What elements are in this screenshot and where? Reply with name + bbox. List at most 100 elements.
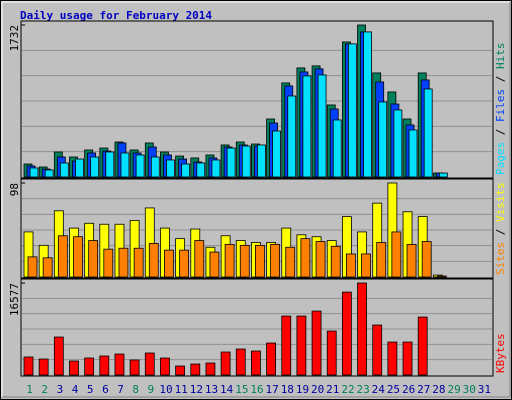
bar bbox=[99, 355, 110, 376]
bar bbox=[196, 162, 206, 178]
legend-separator: / bbox=[494, 69, 507, 89]
x-tick-label: 8 bbox=[132, 383, 139, 396]
x-tick-label: 6 bbox=[102, 383, 109, 396]
bar bbox=[148, 243, 159, 278]
bar bbox=[57, 235, 68, 278]
legend-entry: Sites bbox=[494, 242, 507, 275]
bar bbox=[332, 119, 342, 178]
bar bbox=[302, 75, 312, 178]
bar bbox=[181, 163, 191, 178]
bar bbox=[69, 360, 79, 376]
bar bbox=[44, 169, 54, 178]
x-tick-label: 24 bbox=[372, 383, 386, 396]
bar bbox=[205, 362, 216, 376]
x-tick-label: 5 bbox=[87, 383, 94, 396]
bar bbox=[311, 310, 322, 376]
bar bbox=[114, 353, 125, 376]
legend: KBytes bbox=[494, 333, 507, 373]
bar bbox=[417, 316, 428, 376]
bar bbox=[73, 236, 83, 278]
bar bbox=[345, 253, 356, 278]
bar bbox=[209, 251, 220, 278]
bar bbox=[224, 243, 235, 278]
bar bbox=[363, 31, 372, 178]
chart-title: Daily usage for February 2014 bbox=[20, 9, 212, 22]
bar bbox=[287, 95, 297, 178]
bar bbox=[315, 241, 326, 278]
bar bbox=[105, 151, 115, 178]
bar bbox=[226, 147, 236, 178]
bar bbox=[179, 249, 190, 278]
bar bbox=[135, 154, 145, 178]
bar bbox=[23, 356, 34, 376]
bar bbox=[220, 351, 231, 376]
x-tick-label: 26 bbox=[402, 383, 415, 396]
bar bbox=[129, 359, 140, 376]
bar bbox=[164, 249, 174, 278]
bar bbox=[84, 357, 95, 376]
x-tick-label: 28 bbox=[432, 383, 445, 396]
x-tick-label: 12 bbox=[190, 383, 203, 396]
y-tick-label: 98 bbox=[8, 183, 21, 196]
x-tick-label: 1 bbox=[26, 383, 33, 396]
bar bbox=[402, 341, 413, 376]
bar bbox=[75, 158, 84, 178]
x-tick-label: 7 bbox=[117, 383, 124, 396]
x-tick-label: 13 bbox=[205, 383, 218, 396]
bar bbox=[42, 257, 53, 278]
bar bbox=[103, 248, 114, 278]
bar bbox=[423, 88, 433, 178]
x-tick-label: 18 bbox=[281, 383, 294, 396]
bar bbox=[175, 365, 186, 376]
bar bbox=[53, 336, 64, 376]
bar bbox=[88, 240, 99, 278]
x-tick-label: 14 bbox=[220, 383, 234, 396]
legend-entry: Files bbox=[494, 89, 507, 122]
legend-entry: Hits bbox=[494, 43, 507, 70]
bar bbox=[330, 245, 341, 278]
legend-entry: Visits bbox=[494, 182, 507, 222]
x-tick-label: 19 bbox=[296, 383, 309, 396]
bar bbox=[341, 291, 352, 376]
x-tick-label: 31 bbox=[478, 383, 491, 396]
bar bbox=[120, 152, 130, 178]
bar bbox=[27, 256, 38, 278]
bar bbox=[300, 238, 311, 278]
bar bbox=[317, 74, 327, 178]
bar bbox=[285, 246, 296, 278]
bar bbox=[391, 231, 402, 278]
legend-separator: / bbox=[494, 222, 507, 242]
bar bbox=[59, 162, 69, 178]
bar bbox=[133, 247, 144, 278]
bar bbox=[190, 363, 201, 376]
bar bbox=[144, 352, 155, 376]
bar bbox=[255, 244, 265, 278]
bar bbox=[211, 159, 221, 178]
x-tick-label: 3 bbox=[57, 383, 64, 396]
bar bbox=[160, 357, 170, 376]
bar bbox=[387, 341, 398, 376]
x-tick-label: 29 bbox=[447, 383, 460, 396]
legend: Sites / Visits bbox=[494, 182, 507, 275]
legend-separator: / bbox=[494, 122, 507, 142]
legend-entry: KBytes bbox=[494, 333, 507, 373]
bar bbox=[378, 101, 388, 178]
bar bbox=[235, 348, 246, 376]
bar bbox=[166, 159, 175, 178]
bar bbox=[436, 275, 447, 278]
y-tick-label: 16577 bbox=[8, 283, 21, 316]
x-tick-label: 17 bbox=[266, 383, 279, 396]
x-tick-label: 30 bbox=[463, 383, 476, 396]
x-tick-label: 2 bbox=[41, 383, 48, 396]
x-tick-label: 22 bbox=[341, 383, 354, 396]
bar bbox=[438, 172, 448, 178]
x-tick-label: 16 bbox=[250, 383, 263, 396]
bar bbox=[90, 156, 100, 178]
bar bbox=[326, 330, 337, 376]
x-tick-label: 23 bbox=[357, 383, 370, 396]
x-tick-label: 15 bbox=[235, 383, 248, 396]
bar bbox=[251, 350, 261, 376]
bar bbox=[372, 324, 383, 376]
bar bbox=[421, 241, 432, 278]
